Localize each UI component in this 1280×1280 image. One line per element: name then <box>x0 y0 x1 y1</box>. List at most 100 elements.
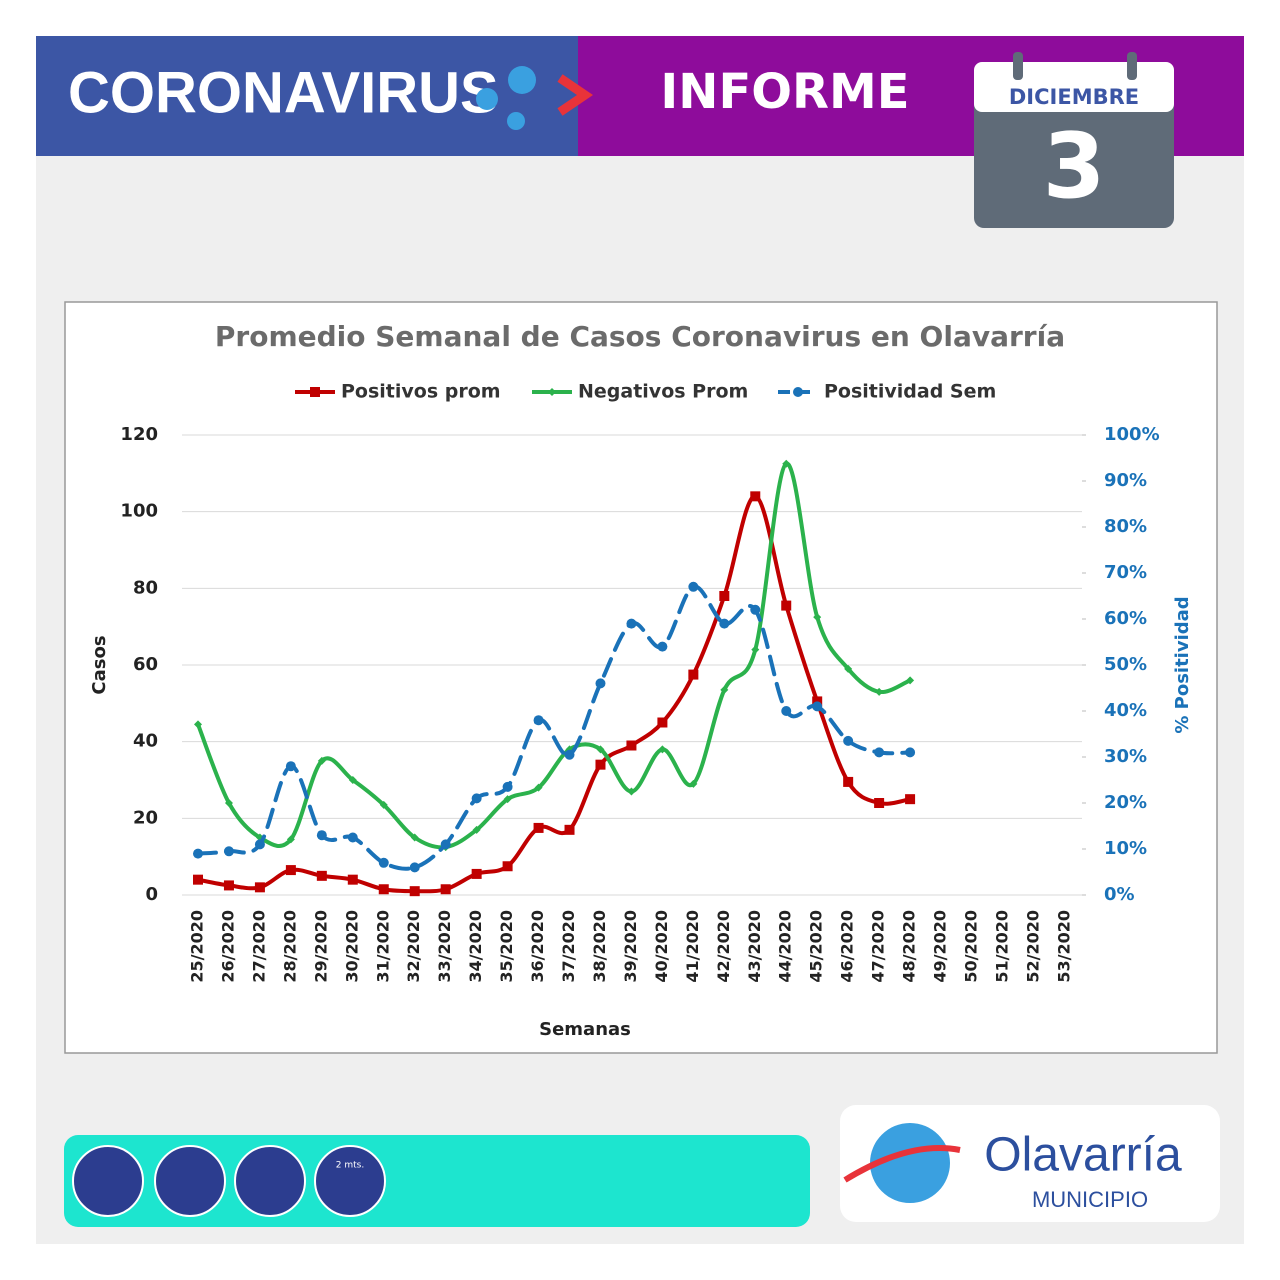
logo-brand: Olavarría <box>984 1129 1182 1182</box>
data-point <box>409 862 420 873</box>
x-tick-label: 33/2020 <box>435 910 454 983</box>
y2-tick-label: 50% <box>1104 654 1147 675</box>
data-point <box>533 822 544 833</box>
data-point <box>626 618 637 629</box>
calendar: DICIEMBRE 3 <box>974 52 1174 228</box>
x-tick-label: 40/2020 <box>652 910 671 983</box>
data-point <box>596 745 605 754</box>
data-point <box>317 756 326 765</box>
data-point <box>472 825 481 834</box>
data-point <box>409 886 420 897</box>
x-tick-label: 47/2020 <box>869 910 888 983</box>
data-point <box>194 720 202 729</box>
legend-label: Positividad Sem <box>824 381 996 403</box>
data-point <box>595 759 606 770</box>
data-point <box>224 799 233 807</box>
x-tick-label: 51/2020 <box>992 910 1011 983</box>
x-tick-label: 43/2020 <box>745 910 764 983</box>
data-point <box>471 868 482 879</box>
data-point <box>410 833 419 842</box>
y2-tick-label: 10% <box>1104 838 1147 859</box>
data-point <box>751 645 760 654</box>
x-tick-label: 31/2020 <box>373 910 392 983</box>
data-point <box>812 701 823 712</box>
legend-marker <box>548 388 556 396</box>
y-tick-label: 40 <box>133 731 158 752</box>
data-point <box>285 761 296 772</box>
data-point <box>627 787 636 796</box>
legend-label: Positivos prom <box>341 381 501 403</box>
legend-label: Negativos Prom <box>578 381 748 403</box>
x-tick-label: 44/2020 <box>776 910 795 983</box>
x-tick-label: 45/2020 <box>807 910 826 983</box>
data-point <box>223 880 234 891</box>
x-axis-label: Semanas <box>539 1019 631 1040</box>
data-point <box>875 687 884 696</box>
calendar-day: 3 <box>1043 114 1106 219</box>
x-tick-label: 39/2020 <box>621 910 640 983</box>
data-point <box>503 795 512 804</box>
x-tick-label: 38/2020 <box>590 910 609 983</box>
legend-marker <box>793 387 803 397</box>
data-point <box>720 685 729 694</box>
data-point <box>193 874 203 885</box>
data-point <box>874 798 885 808</box>
data-point <box>254 839 265 850</box>
x-tick-label: 32/2020 <box>404 910 423 983</box>
logo-mark <box>843 1123 961 1203</box>
header-title: CORONAVIRUS <box>68 60 499 125</box>
chart-title: Promedio Semanal de Casos Coronavirus en… <box>215 320 1065 353</box>
data-point <box>688 669 699 680</box>
distance-badge: 2 mts. <box>336 1161 364 1171</box>
data-point <box>595 678 606 689</box>
data-point <box>379 800 388 809</box>
data-point <box>564 749 575 760</box>
data-point <box>781 706 792 716</box>
data-point <box>719 591 730 601</box>
data-point <box>471 793 482 804</box>
data-point <box>440 884 451 895</box>
x-tick-label: 41/2020 <box>683 910 702 983</box>
y2-tick-label: 70% <box>1104 562 1147 583</box>
x-tick-label: 25/2020 <box>188 910 207 983</box>
data-point <box>378 857 389 868</box>
logo-sub: MUNICIPIO <box>1032 1187 1148 1212</box>
y2-tick-label: 90% <box>1104 470 1147 491</box>
x-tick-label: 42/2020 <box>714 910 733 983</box>
x-tick-label: 27/2020 <box>249 910 268 983</box>
x-tick-label: 35/2020 <box>497 910 516 983</box>
y2-tick-label: 30% <box>1104 746 1147 767</box>
x-tick-label: 48/2020 <box>900 910 919 983</box>
data-point <box>843 735 854 746</box>
y2-axis-label: % Positividad <box>1172 596 1193 733</box>
data-point <box>688 581 699 592</box>
y-tick-label: 60 <box>133 654 158 675</box>
data-point <box>905 794 916 805</box>
data-point <box>254 882 265 893</box>
x-tick-label: 29/2020 <box>311 910 330 983</box>
data-point <box>905 747 916 758</box>
x-tick-label: 53/2020 <box>1054 910 1073 983</box>
data-point <box>658 745 667 754</box>
y2-tick-label: 60% <box>1104 608 1147 629</box>
chart: Promedio Semanal de Casos Coronavirus en… <box>89 320 1193 1040</box>
x-tick-label: 30/2020 <box>342 910 361 983</box>
x-tick-label: 28/2020 <box>280 910 299 983</box>
data-point <box>502 781 513 792</box>
data-point <box>657 641 668 652</box>
data-point <box>347 874 358 885</box>
data-point <box>378 884 389 895</box>
y-tick-label: 20 <box>133 807 158 828</box>
data-point <box>906 676 915 685</box>
data-point <box>534 783 543 792</box>
chart-frame <box>64 301 1218 1054</box>
data-point <box>844 664 853 673</box>
x-tick-label: 37/2020 <box>559 910 578 983</box>
data-point <box>564 824 575 835</box>
y-axis-label: Casos <box>89 635 110 694</box>
data-point <box>782 459 791 468</box>
data-point <box>502 861 513 872</box>
y-tick-label: 100 <box>120 501 158 522</box>
